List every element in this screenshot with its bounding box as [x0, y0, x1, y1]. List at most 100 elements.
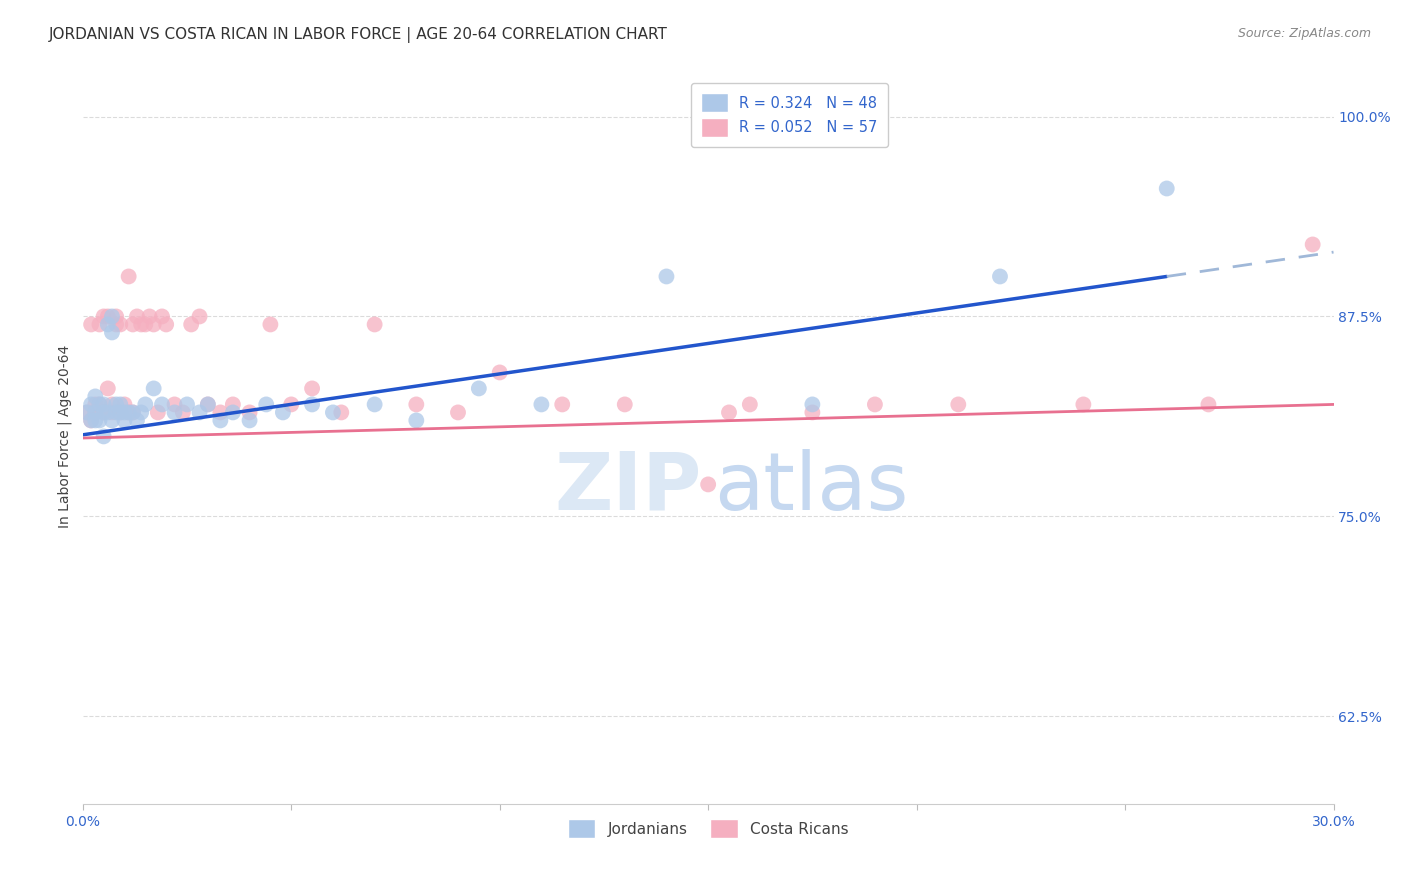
Point: [238, 413, 260, 427]
Point: [105, 318, 128, 332]
Point: [110, 318, 132, 332]
Legend: Jordanians, Costa Ricans: Jordanians, Costa Ricans: [561, 813, 855, 845]
Point: [114, 413, 136, 427]
Point: [84, 405, 107, 419]
Point: [142, 318, 165, 332]
Point: [105, 310, 128, 324]
Point: [129, 405, 152, 419]
Point: [405, 413, 427, 427]
Point: [948, 397, 970, 411]
Point: [155, 318, 177, 332]
Point: [271, 405, 294, 419]
Point: [93, 429, 115, 443]
Point: [129, 318, 152, 332]
Point: [93, 405, 115, 419]
Point: [447, 405, 470, 419]
Point: [405, 397, 427, 411]
Point: [118, 269, 141, 284]
Point: [80, 413, 103, 427]
Point: [530, 397, 553, 411]
Point: [121, 318, 143, 332]
Point: [172, 405, 194, 419]
Point: [118, 405, 141, 419]
Point: [280, 397, 302, 411]
Point: [101, 326, 124, 340]
Point: [84, 389, 107, 403]
Text: JORDANIAN VS COSTA RICAN IN LABOR FORCE | AGE 20-64 CORRELATION CHART: JORDANIAN VS COSTA RICAN IN LABOR FORCE …: [49, 27, 668, 43]
Point: [163, 397, 186, 411]
Point: [110, 405, 132, 419]
Point: [134, 318, 156, 332]
Point: [84, 397, 107, 411]
Point: [301, 397, 323, 411]
Point: [1197, 397, 1219, 411]
Point: [188, 405, 211, 419]
Point: [97, 381, 120, 395]
Point: [80, 413, 103, 427]
Point: [150, 310, 173, 324]
Point: [76, 405, 98, 419]
Point: [121, 405, 143, 419]
Point: [84, 405, 107, 419]
Point: [89, 397, 111, 411]
Point: [717, 405, 740, 419]
Point: [209, 413, 232, 427]
Point: [125, 310, 148, 324]
Point: [322, 405, 344, 419]
Point: [197, 397, 219, 411]
Point: [101, 310, 124, 324]
Y-axis label: In Labor Force | Age 20-64: In Labor Force | Age 20-64: [58, 345, 72, 528]
Point: [222, 397, 245, 411]
Point: [134, 397, 156, 411]
Point: [150, 397, 173, 411]
Point: [655, 269, 678, 284]
Point: [551, 397, 574, 411]
Point: [125, 413, 148, 427]
Point: [697, 477, 720, 491]
Point: [1302, 237, 1324, 252]
Point: [121, 405, 143, 419]
Point: [97, 310, 120, 324]
Point: [259, 318, 281, 332]
Point: [801, 405, 824, 419]
Point: [180, 318, 202, 332]
Point: [613, 397, 636, 411]
Point: [97, 405, 120, 419]
Point: [163, 405, 186, 419]
Point: [363, 397, 385, 411]
Point: [146, 405, 169, 419]
Point: [89, 318, 111, 332]
Point: [209, 405, 232, 419]
Text: Source: ZipAtlas.com: Source: ZipAtlas.com: [1237, 27, 1371, 40]
Point: [363, 318, 385, 332]
Point: [110, 397, 132, 411]
Point: [80, 318, 103, 332]
Point: [101, 397, 124, 411]
Point: [176, 397, 198, 411]
Point: [301, 381, 323, 395]
Point: [1073, 397, 1095, 411]
Point: [110, 405, 132, 419]
Point: [114, 405, 136, 419]
Point: [118, 405, 141, 419]
Point: [97, 318, 120, 332]
Point: [138, 310, 160, 324]
Point: [101, 413, 124, 427]
Point: [1156, 181, 1178, 195]
Point: [93, 397, 115, 411]
Point: [254, 397, 277, 411]
Point: [863, 397, 886, 411]
Point: [114, 397, 136, 411]
Point: [488, 366, 510, 380]
Text: ZIP: ZIP: [554, 449, 702, 527]
Point: [330, 405, 353, 419]
Point: [988, 269, 1011, 284]
Point: [84, 413, 107, 427]
Point: [468, 381, 491, 395]
Point: [93, 405, 115, 419]
Point: [80, 397, 103, 411]
Point: [197, 397, 219, 411]
Point: [801, 397, 824, 411]
Point: [188, 310, 211, 324]
Point: [105, 397, 128, 411]
